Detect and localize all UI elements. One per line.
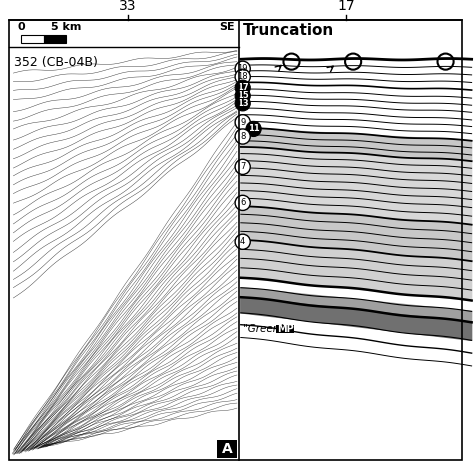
Circle shape <box>235 159 250 174</box>
Text: 13: 13 <box>237 99 248 108</box>
Text: 11: 11 <box>248 125 259 133</box>
Text: 19: 19 <box>237 64 248 73</box>
Text: 6: 6 <box>240 199 246 207</box>
Text: SE: SE <box>219 22 235 32</box>
Text: Truncation: Truncation <box>243 23 335 38</box>
Polygon shape <box>241 288 472 322</box>
Bar <box>276 325 294 333</box>
Circle shape <box>235 61 250 76</box>
Text: 33: 33 <box>119 0 137 13</box>
Text: 17: 17 <box>337 0 355 13</box>
Polygon shape <box>241 297 472 340</box>
Text: 0: 0 <box>18 22 25 32</box>
Circle shape <box>235 129 250 144</box>
Text: 17: 17 <box>237 83 248 92</box>
Bar <box>21 35 44 43</box>
Bar <box>217 440 237 458</box>
Polygon shape <box>241 147 472 225</box>
Circle shape <box>235 69 250 84</box>
Text: 8: 8 <box>240 132 246 141</box>
Text: A: A <box>222 442 232 456</box>
Polygon shape <box>241 206 472 261</box>
Polygon shape <box>241 240 472 301</box>
Text: 15: 15 <box>237 91 248 100</box>
Bar <box>44 35 66 43</box>
Text: 7: 7 <box>240 163 246 171</box>
Text: 9: 9 <box>240 118 246 127</box>
Circle shape <box>235 234 250 249</box>
Circle shape <box>246 121 261 137</box>
Text: "Green": "Green" <box>243 324 284 335</box>
Text: MP: MP <box>277 324 294 334</box>
Circle shape <box>235 80 250 95</box>
Circle shape <box>235 115 250 130</box>
Circle shape <box>235 96 250 111</box>
Text: 18: 18 <box>237 73 248 81</box>
Circle shape <box>235 195 250 210</box>
Text: 4: 4 <box>240 237 246 246</box>
Text: 352 (CB-04B): 352 (CB-04B) <box>14 56 98 69</box>
Circle shape <box>235 88 250 103</box>
Polygon shape <box>241 128 472 161</box>
Text: 5 km: 5 km <box>51 22 82 32</box>
